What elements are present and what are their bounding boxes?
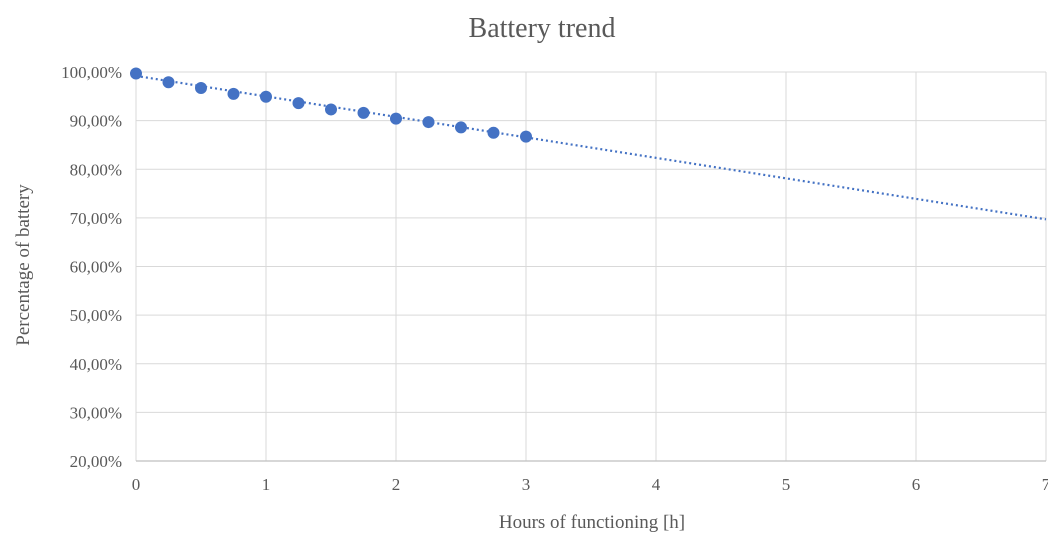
data-point bbox=[455, 121, 467, 134]
data-point bbox=[325, 103, 337, 116]
x-tick-label: 7 bbox=[1042, 475, 1048, 494]
x-tick-label: 6 bbox=[912, 475, 921, 494]
y-tick-label: 50,00% bbox=[70, 306, 122, 325]
y-tick-label: 80,00% bbox=[70, 160, 122, 179]
x-tick-label: 3 bbox=[522, 475, 531, 494]
x-tick-label: 1 bbox=[262, 475, 271, 494]
y-tick-label: 20,00% bbox=[70, 452, 122, 471]
y-tick-label: 70,00% bbox=[70, 209, 122, 228]
data-point bbox=[292, 97, 305, 110]
x-axis-title: Hours of functioning [h] bbox=[499, 512, 685, 533]
grid-lines bbox=[135, 71, 1047, 462]
y-tick-label: 30,00% bbox=[70, 403, 122, 422]
x-tick-label: 0 bbox=[132, 475, 141, 494]
data-point bbox=[162, 76, 175, 89]
y-tick-label: 40,00% bbox=[70, 355, 122, 374]
y-tick-label: 60,00% bbox=[70, 258, 122, 277]
data-point bbox=[357, 106, 370, 119]
x-tick-label: 4 bbox=[652, 475, 661, 494]
chart-title: Battery trend bbox=[469, 13, 616, 44]
x-tick-label: 2 bbox=[392, 475, 401, 494]
data-point bbox=[422, 116, 435, 129]
data-point bbox=[227, 87, 240, 100]
data-point bbox=[390, 112, 402, 125]
data-points bbox=[130, 67, 532, 143]
data-point bbox=[520, 130, 532, 143]
x-tick-label: 5 bbox=[782, 475, 791, 494]
linear-trendline bbox=[135, 74, 1047, 221]
trendline-layer bbox=[135, 74, 1047, 221]
y-tick-label: 100,00% bbox=[61, 63, 122, 82]
data-point bbox=[260, 90, 272, 103]
data-point bbox=[487, 126, 500, 139]
y-axis-title: Percentage of battery bbox=[13, 184, 34, 346]
tick-labels: 20,00% 30,00% 40,00% 50,00% 60,00% 70,00% 80,0… bbox=[61, 63, 1048, 494]
y-tick-label: 90,00% bbox=[70, 112, 122, 131]
data-point bbox=[195, 82, 207, 95]
data-point bbox=[130, 67, 142, 80]
